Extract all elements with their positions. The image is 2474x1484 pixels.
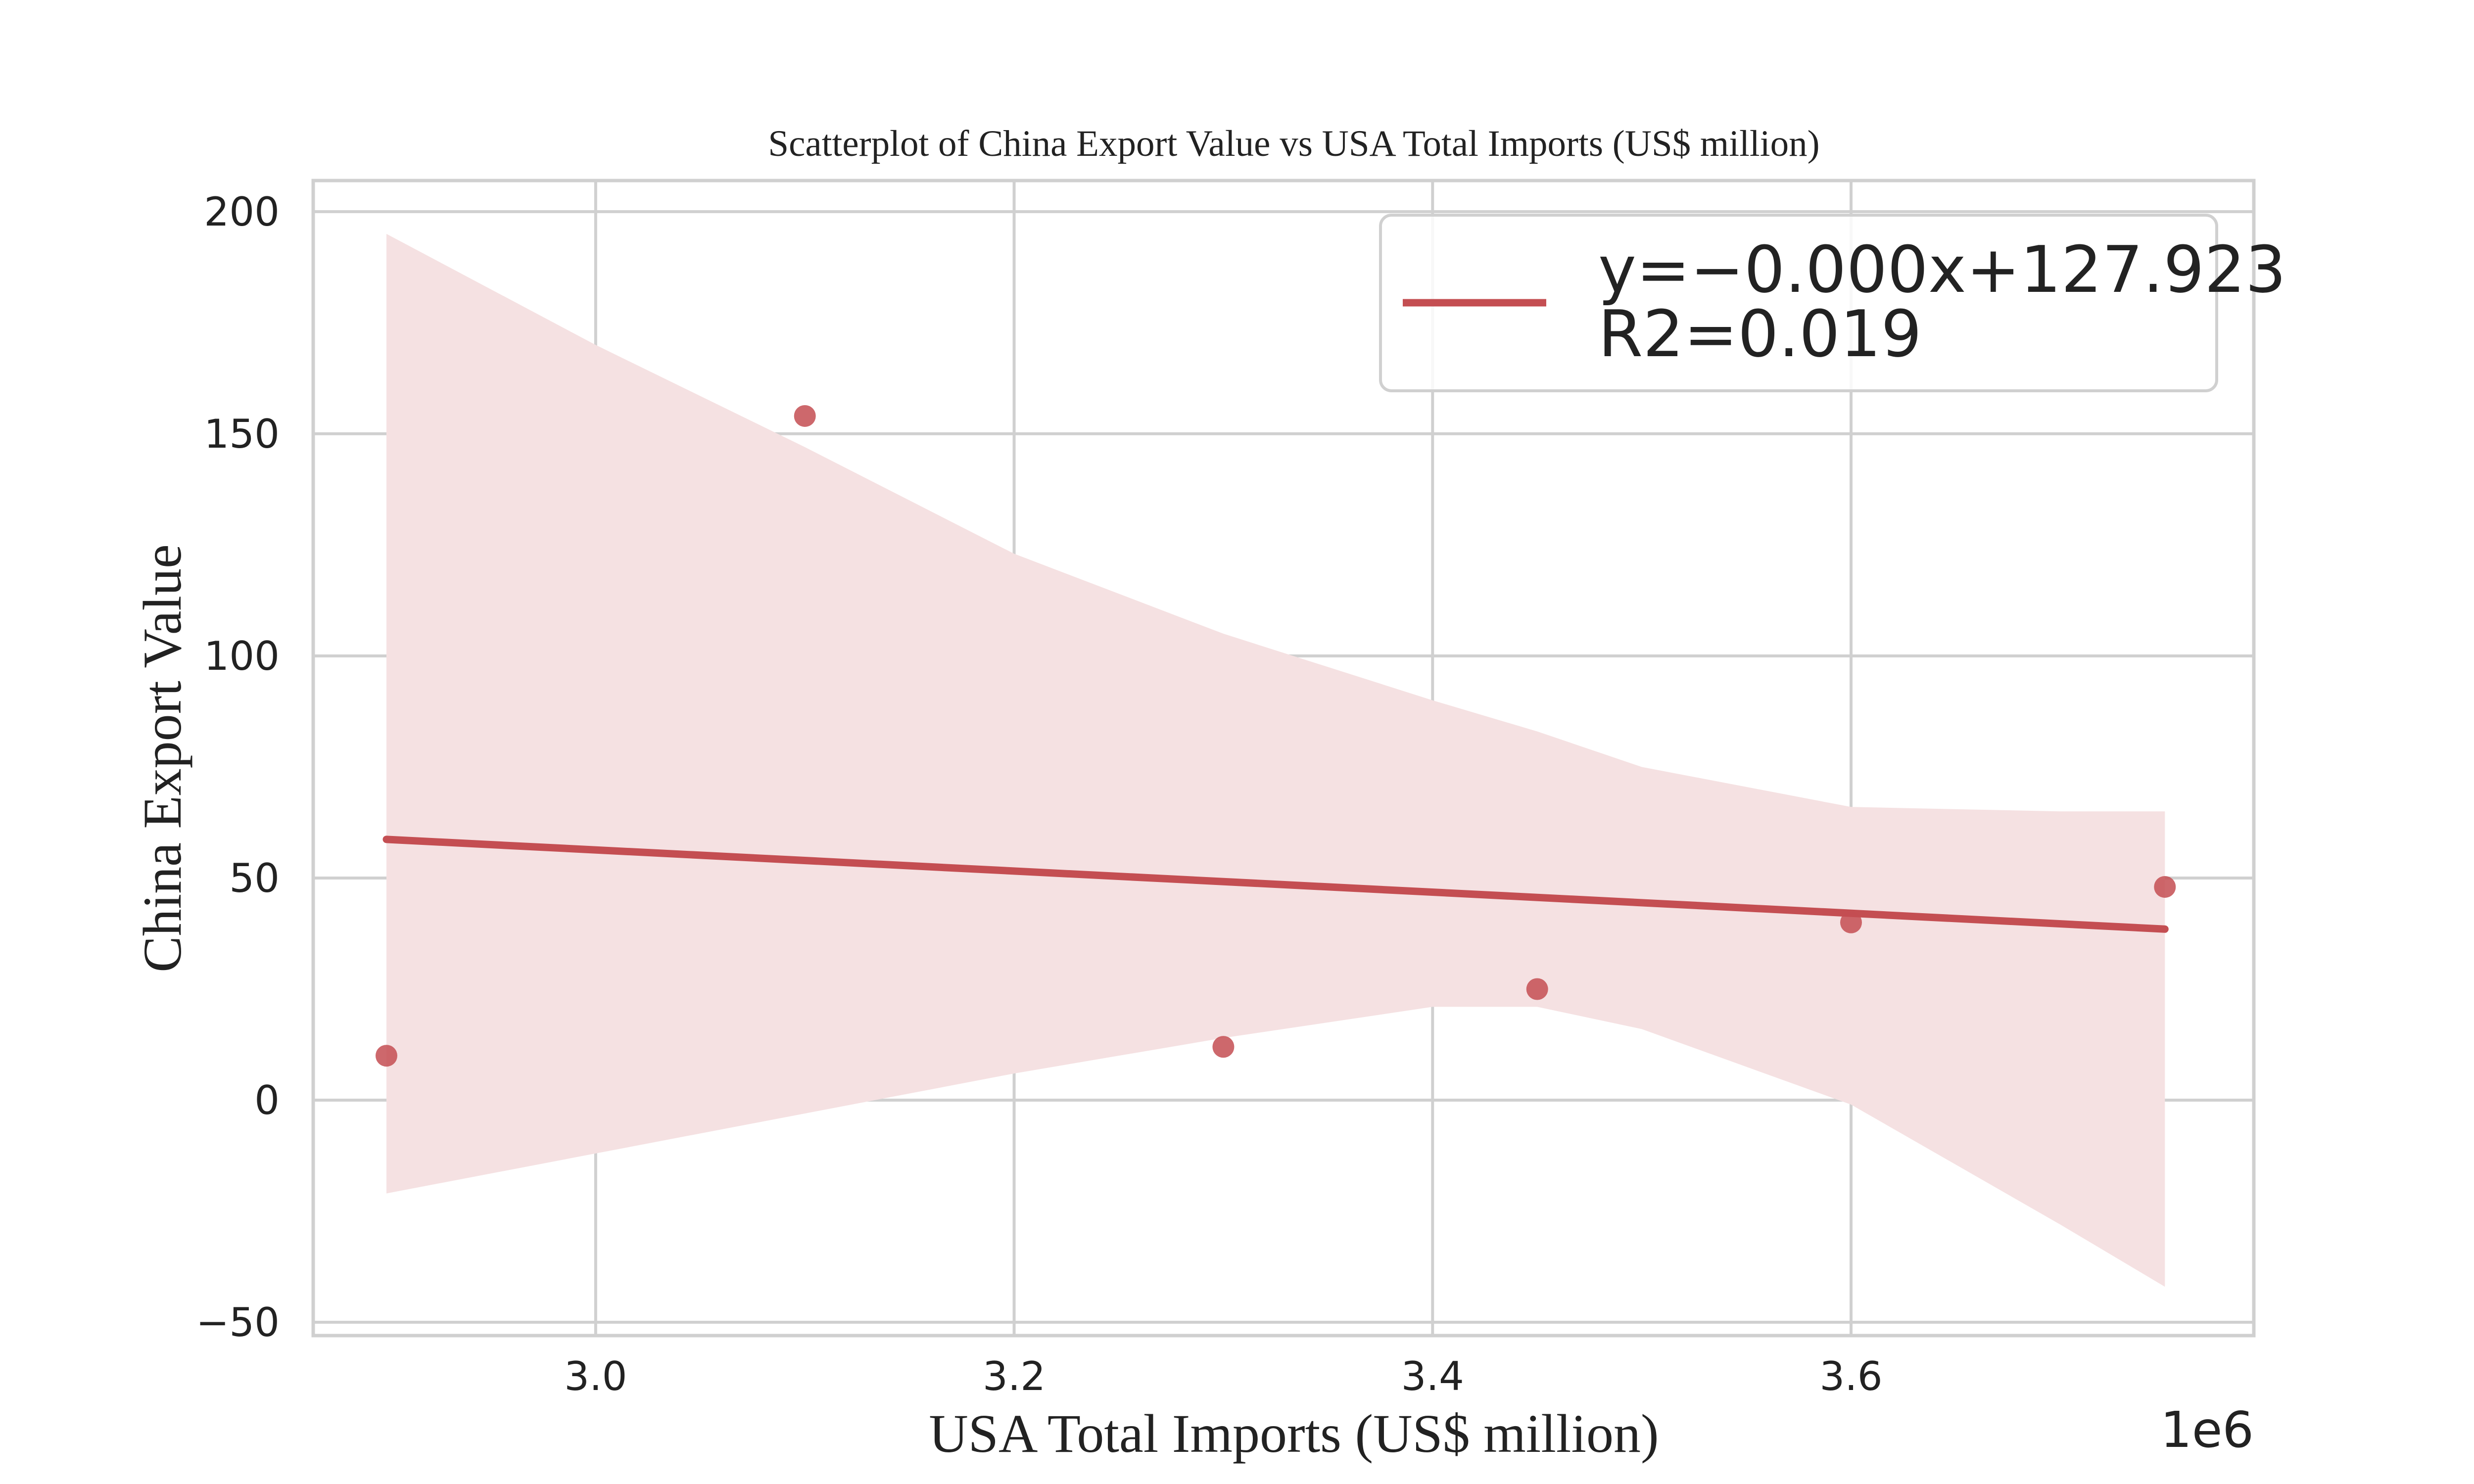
x-tick-label: 3.4 <box>1401 1353 1464 1399</box>
data-point <box>1212 1036 1235 1058</box>
y-axis-label: China Export Value <box>132 544 192 973</box>
data-point <box>1840 911 1862 933</box>
y-tick-label: 150 <box>204 411 280 457</box>
x-tick-labels: 3.0 3.2 3.4 3.6 <box>564 1353 1882 1399</box>
confidence-band-group <box>386 233 2165 1287</box>
data-points <box>376 405 2176 1067</box>
legend: y=−0.000x+127.923 R2=0.019 <box>1379 214 2286 392</box>
plot-frame <box>311 179 2256 1338</box>
data-point <box>376 1045 397 1067</box>
y-tick-label: 200 <box>204 189 280 235</box>
regression-line <box>382 835 2169 933</box>
legend-r2: R2=0.019 <box>1598 296 1922 371</box>
legend-box <box>1379 214 2218 392</box>
data-point <box>1526 978 1548 1000</box>
y-tick-label: 0 <box>254 1077 280 1123</box>
y-tick-label: 100 <box>204 633 280 679</box>
y-tick-label: 50 <box>229 855 280 901</box>
regression-line-group <box>382 835 2169 933</box>
x-tick-label: 3.2 <box>983 1353 1046 1399</box>
x-tick-label: 3.6 <box>1819 1353 1882 1399</box>
x-tick-label: 3.0 <box>564 1353 627 1399</box>
x-offset-label: 1e6 <box>2160 1401 2254 1459</box>
x-axis-label: USA Total Imports (US$ million) <box>929 1403 1659 1464</box>
data-point <box>2154 876 2176 898</box>
confidence-band <box>386 233 2165 1287</box>
y-tick-label: −50 <box>196 1299 280 1345</box>
legend-equation: y=−0.000x+127.923 <box>1598 232 2286 307</box>
chart-title: Scatterplot of China Export Value vs USA… <box>768 123 1819 164</box>
data-point <box>794 405 816 427</box>
y-tick-labels: −50 0 50 100 150 200 <box>196 189 280 1345</box>
